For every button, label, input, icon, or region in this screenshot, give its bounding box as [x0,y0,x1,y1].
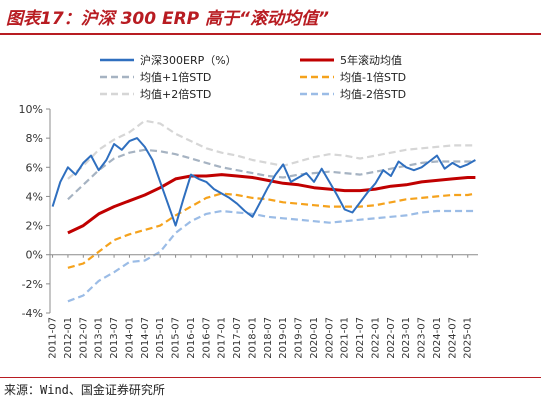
y-tick-label: 0% [26,249,43,262]
y-axis: -4% -2% 0% 2% 4% 6% 8% 10% [19,103,478,320]
series-line-2 [67,148,476,201]
x-tick-label: 2020-07 [324,317,335,359]
x-tick-label: 2022-01 [370,317,381,359]
x-tick-label: 2021-01 [340,317,351,359]
x-tick-label: 2013-01 [94,317,105,359]
x-tick-label: 2012-07 [78,317,89,359]
series-line-4 [67,119,476,180]
x-tick-label: 2020-01 [309,317,320,359]
y-tick-label: 10% [19,103,43,116]
x-tick-label: 2017-01 [217,317,228,359]
x-tick-label: 2024-01 [432,317,443,359]
source-note: 来源：Wind、国金证券研究所 [4,383,165,397]
x-axis: 2011-07 2012-01 2012-07 2013-01 2013-07 2014-… [48,254,474,359]
x-tick-label: 2015-07 [171,317,182,359]
series-line-0 [51,137,476,227]
series-line-3 [67,192,476,269]
legend-label: 均值+1倍STD [140,70,211,84]
x-tick-label: 2017-07 [232,317,243,359]
x-tick-label: 2019-01 [278,317,289,359]
source-rule [0,377,541,378]
figure-title: 图表17：沪深 300 ERP 高于“滚动均值” [6,9,329,29]
x-tick-label: 2018-07 [263,317,274,359]
legend-label: 沪深300ERP（%） [140,53,237,67]
legend-label: 均值-1倍STD [340,70,406,84]
x-tick-label: 2018-01 [247,317,258,359]
y-tick-label: 8% [26,132,43,145]
x-tick-label: 2023-07 [417,317,428,359]
x-tick-label: 2024-07 [447,317,458,359]
x-tick-label: 2011-07 [48,317,59,359]
x-tick-label: 2015-01 [155,317,166,359]
series-line-5 [67,209,476,303]
x-tick-label: 2022-07 [386,317,397,359]
y-tick-label: 6% [26,161,43,174]
x-tick-label: 2016-01 [186,317,197,359]
title-rule [0,33,541,35]
x-tick-label: 2023-01 [401,317,412,359]
x-tick-label: 2016-07 [201,317,212,359]
legend-label: 5年滚动均值 [340,53,402,67]
x-tick-label: 2013-07 [109,317,120,359]
x-tick-label: 2012-01 [63,317,74,359]
legend-label: 均值+2倍STD [140,87,211,101]
legend-label: 均值-2倍STD [340,87,406,101]
x-tick-label: 2021-07 [355,317,366,359]
y-tick-label: -2% [22,278,43,291]
y-tick-label: 4% [26,190,43,203]
plot-area [51,119,476,303]
y-tick-label: 2% [26,220,43,233]
x-tick-label: 2014-01 [124,317,135,359]
x-tick-label: 2019-07 [294,317,305,359]
series-line-1 [67,173,476,235]
x-tick-label: 2014-07 [140,317,151,359]
x-tick-label: 2025-01 [463,317,474,359]
y-tick-label: -4% [22,307,43,320]
